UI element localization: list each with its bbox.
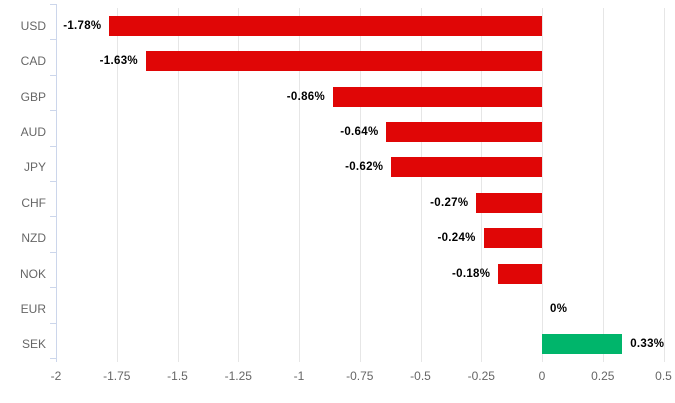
gridline xyxy=(420,8,422,362)
bar-usd[interactable] xyxy=(109,15,542,36)
x-tick-label: -1.25 xyxy=(224,369,252,383)
gridline xyxy=(602,8,604,362)
gridline xyxy=(481,8,483,362)
gridline xyxy=(663,8,665,362)
x-tick-label: 0.25 xyxy=(591,369,615,383)
value-label-chf: -0.27% xyxy=(430,196,469,209)
axis-tick xyxy=(50,4,56,5)
value-label-eur: 0% xyxy=(550,302,568,315)
bar-cad[interactable] xyxy=(145,51,542,72)
gridline xyxy=(177,8,179,362)
category-label-cad: CAD xyxy=(20,54,46,69)
bar-chf[interactable] xyxy=(476,192,542,213)
category-label-nok: NOK xyxy=(19,266,46,281)
category-label-chf: CHF xyxy=(21,195,46,210)
category-axis-line xyxy=(56,4,57,362)
bar-sek[interactable] xyxy=(542,334,623,355)
bar-nzd[interactable] xyxy=(483,228,542,249)
axis-tick xyxy=(50,181,56,182)
axis-tick xyxy=(50,216,56,218)
bar-aud[interactable] xyxy=(386,121,542,142)
category-label-usd: USD xyxy=(20,18,46,33)
category-label-gbp: GBP xyxy=(20,89,46,104)
value-label-gbp: -0.86% xyxy=(286,90,326,103)
bar-gbp[interactable] xyxy=(333,86,542,107)
category-label-jpy: JPY xyxy=(23,160,46,175)
value-label-cad: -1.63% xyxy=(99,55,138,68)
x-tick-label: -1 xyxy=(293,369,305,383)
gridline xyxy=(116,8,118,362)
category-label-nzd: NZD xyxy=(21,231,46,246)
axis-tick xyxy=(50,251,56,253)
axis-tick xyxy=(50,287,56,289)
value-label-aud: -0.64% xyxy=(340,125,379,138)
bar-nok[interactable] xyxy=(498,263,542,284)
value-label-usd: -1.78% xyxy=(63,19,102,32)
value-label-jpy: -0.62% xyxy=(345,161,384,174)
axis-tick xyxy=(50,74,56,76)
gridline xyxy=(299,8,300,362)
value-label-nzd: -0.24% xyxy=(437,232,476,245)
x-tick-label: 0.5 xyxy=(655,369,672,383)
x-tick-label: -0.75 xyxy=(346,369,374,383)
x-tick-label: -0.25 xyxy=(467,369,495,383)
category-label-sek: SEK xyxy=(21,337,46,352)
gridline xyxy=(359,8,361,362)
axis-tick xyxy=(50,39,56,41)
gridline xyxy=(542,8,543,362)
gridline xyxy=(238,8,240,362)
x-tick-label: -1.75 xyxy=(103,369,131,383)
bar-jpy[interactable] xyxy=(391,157,542,178)
value-label-nok: -0.18% xyxy=(452,267,491,280)
x-tick-label: -0.5 xyxy=(410,369,431,383)
value-label-sek: 0.33% xyxy=(630,338,665,351)
category-label-eur: EUR xyxy=(20,301,46,316)
x-tick-label: 0 xyxy=(538,369,546,383)
axis-tick xyxy=(50,322,56,324)
x-tick-label: -2 xyxy=(50,369,62,383)
x-tick-label: -1.5 xyxy=(167,369,188,383)
axis-tick xyxy=(50,110,56,112)
axis-tick xyxy=(50,145,56,147)
axis-tick xyxy=(50,358,56,359)
category-label-aud: AUD xyxy=(20,124,46,139)
